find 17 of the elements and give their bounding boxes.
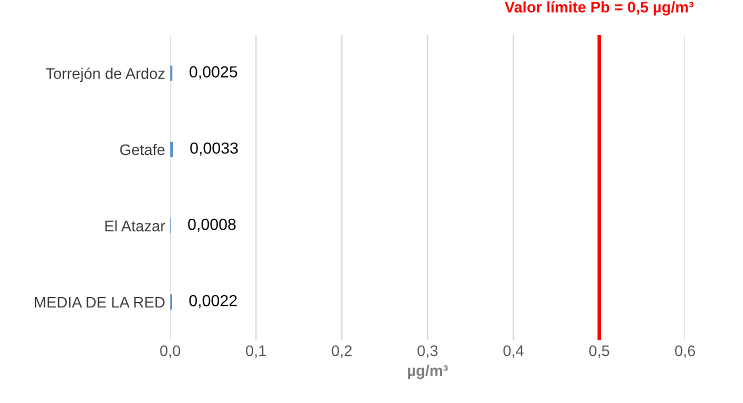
ref-line-label: Valor límite Pb = 0,5 µg/m³ <box>504 1 694 16</box>
x-tick-label: 0,1 <box>246 345 266 358</box>
data-label: 0,0008 <box>188 218 236 232</box>
x-tick-label: 0,4 <box>503 345 524 358</box>
y-tick-label: Torrejón de Ardoz <box>46 68 165 82</box>
x-axis-title: µg/m³ <box>408 364 448 380</box>
y-tick-label: El Atazar <box>105 220 166 232</box>
data-label: 0,0033 <box>190 142 238 156</box>
y-tick-label: Getafe <box>120 144 165 156</box>
x-tick-label: 0,2 <box>332 345 352 358</box>
x-tick-label: 0,5 <box>589 345 610 358</box>
x-tick-label: 0,3 <box>418 345 438 358</box>
y-tick-label: MEDIA DE LA RED <box>34 297 165 308</box>
x-tick-label: 0,6 <box>675 345 695 358</box>
x-tick-label: 0,0 <box>160 345 180 358</box>
data-label: 0,0022 <box>189 294 237 308</box>
data-label: 0,0025 <box>190 66 238 80</box>
